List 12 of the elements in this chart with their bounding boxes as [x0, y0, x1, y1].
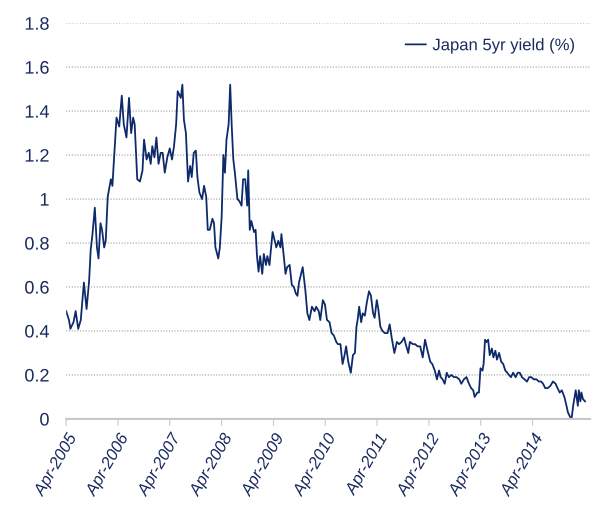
y-tick-label: 1.6 — [26, 61, 49, 74]
line-series — [66, 84, 586, 419]
y-tick-label: 1.2 — [26, 148, 49, 162]
y-tick-label: 1 — [40, 193, 49, 206]
y-tick-label: 0.8 — [25, 236, 49, 250]
y-tick-label: 0.2 — [25, 368, 49, 382]
y-tick-label: 1.4 — [26, 105, 49, 118]
y-tick-label: 1.8 — [26, 17, 49, 30]
y-tick-label: 0.6 — [25, 280, 49, 294]
legend-label: Japan 5yr yield (%) — [432, 38, 574, 54]
y-tick-label: 0.4 — [25, 324, 49, 338]
y-tick-label: 0 — [40, 412, 49, 426]
